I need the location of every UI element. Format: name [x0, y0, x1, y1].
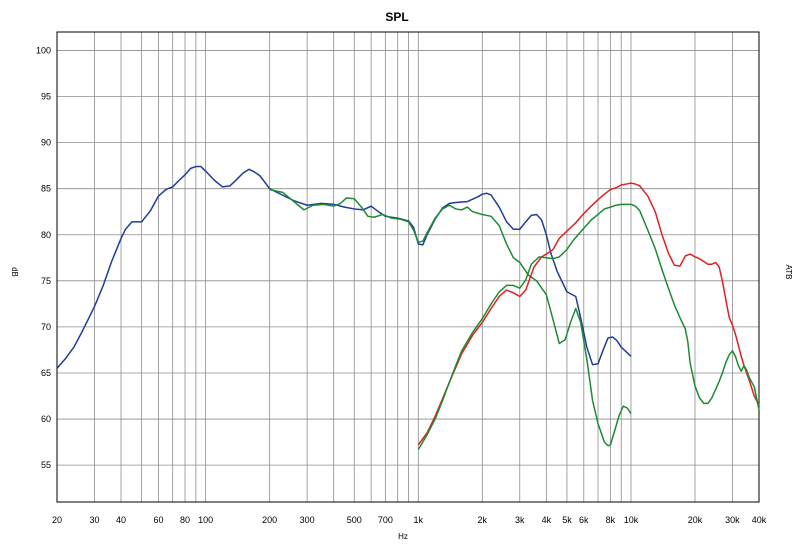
- y-tick-label: 80: [41, 230, 51, 240]
- y-tick-label: 90: [41, 138, 51, 148]
- y-tick-labels: 55 60 65 70 75 80 85 90 95 100: [36, 45, 51, 470]
- y-tick-label: 100: [36, 45, 51, 55]
- x-tick-label: 60: [153, 515, 163, 525]
- x-tick-label: 3k: [515, 515, 525, 525]
- y-axis-label-right: ATB: [784, 265, 793, 280]
- y-tick-label: 75: [41, 276, 51, 286]
- y-axis-label: dB: [10, 267, 19, 277]
- x-tick-label: 2k: [478, 515, 488, 525]
- x-axis-label: Hz: [398, 532, 408, 541]
- x-tick-label: 10k: [624, 515, 639, 525]
- x-tick-label: 100: [198, 515, 213, 525]
- series-line-2: [269, 188, 632, 447]
- x-tick-label: 500: [347, 515, 362, 525]
- x-tick-label: 200: [262, 515, 277, 525]
- x-tick-label: 30k: [725, 515, 740, 525]
- x-tick-label: 5k: [562, 515, 572, 525]
- x-tick-label: 40: [116, 515, 126, 525]
- x-tick-label: 20: [52, 515, 62, 525]
- x-tick-label: 20k: [688, 515, 703, 525]
- y-tick-label: 65: [41, 368, 51, 378]
- series-group: [56, 165, 760, 450]
- y-tick-label: 55: [41, 460, 51, 470]
- x-tick-label: 300: [300, 515, 315, 525]
- x-tick-label: 1k: [414, 515, 424, 525]
- x-tick-label: 4k: [542, 515, 552, 525]
- x-tick-label: 6k: [579, 515, 589, 525]
- plot-area: [57, 32, 759, 502]
- x-tick-label: 40k: [752, 515, 767, 525]
- x-tick-labels: 20 30 40 60 80 100 200 300 500 700 1k 2k 3k 4k 5k 6k 8k 1…: [52, 515, 767, 525]
- x-tick-label: 700: [378, 515, 393, 525]
- y-tick-label: 70: [41, 322, 51, 332]
- chart-title: SPL: [385, 10, 408, 24]
- series-line-3: [417, 182, 760, 446]
- x-tick-label: 30: [89, 515, 99, 525]
- grid: [56, 32, 760, 502]
- y-tick-label: 85: [41, 184, 51, 194]
- y-tick-label: 60: [41, 414, 51, 424]
- x-tick-label: 80: [180, 515, 190, 525]
- series-line-1: [56, 165, 632, 369]
- y-tick-label: 95: [41, 92, 51, 102]
- plot-frame: [56, 31, 760, 503]
- x-tick-label: 8k: [606, 515, 616, 525]
- series-line-4: [417, 203, 760, 450]
